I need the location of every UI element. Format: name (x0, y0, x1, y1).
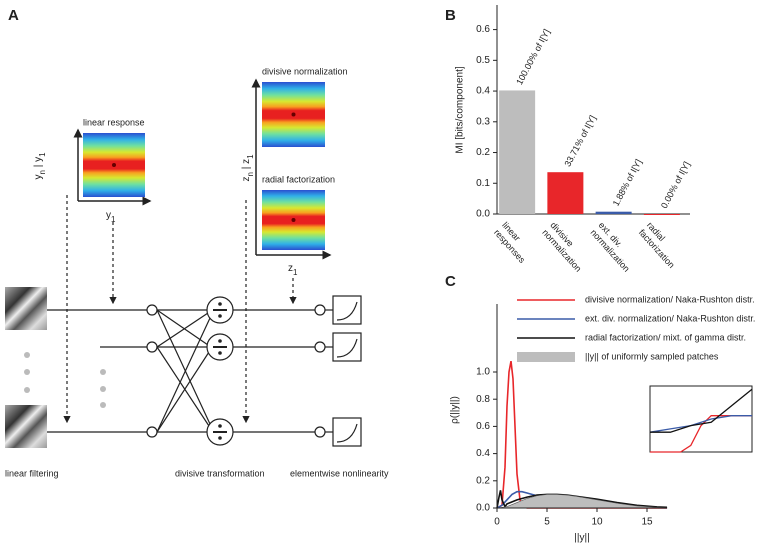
label-part: | y (33, 157, 44, 170)
x-tick-label: divisivenormalization (540, 220, 591, 274)
heatmap-axes (73, 78, 332, 260)
x-tick-label: 0 (494, 517, 500, 528)
heatmap-title: radial factorization (262, 174, 335, 184)
x-tick-label: 5 (544, 517, 550, 528)
x-tick-label: linearresponses (492, 220, 536, 265)
bar (499, 90, 536, 214)
x-tick-label: 15 (641, 517, 653, 528)
y-tick-label: 0.4 (476, 448, 490, 459)
heatmap-title: linear response (83, 117, 145, 127)
bar-annotation: 1.88% of I[Y] (611, 158, 644, 208)
x-tick-label: radialfactorization (636, 220, 684, 270)
dashed-arrows (63, 195, 297, 424)
y-tick-label: 0.1 (476, 178, 490, 189)
connections (47, 309, 315, 433)
x-tick-label: ext. div.normalization (588, 220, 639, 274)
label-part: 1 (246, 154, 255, 159)
nonlinearity-boxes (325, 295, 362, 447)
x-axis-label: ||y|| (574, 533, 589, 544)
filter-patch (5, 405, 47, 448)
y-tick-label: 0.2 (476, 475, 490, 486)
stage-label: elementwise nonlinearity (290, 468, 389, 478)
bar-annotation: 33.71% of I[Y] (562, 114, 597, 169)
line (496, 490, 668, 509)
y-tick-label: 0.6 (476, 421, 490, 432)
label-part: y (33, 175, 44, 180)
heatmap-peak (291, 218, 296, 222)
y-axis-label: ρ(||y||) (450, 396, 461, 424)
ellipsis-dots (24, 352, 106, 408)
y-tick-label: 1.0 (476, 367, 490, 378)
nodes (146, 296, 326, 446)
legend-label: ext. div. normalization/ Naka-Rushton di… (585, 313, 755, 323)
legend-label: ||y|| of uniformly sampled patches (585, 351, 719, 361)
panel-label: B (445, 7, 456, 24)
heatmap-peak (112, 163, 116, 167)
y-tick-label: 0.5 (476, 55, 490, 66)
label-part: z (241, 177, 252, 182)
legend-swatch (517, 352, 575, 362)
label-part: n (38, 170, 47, 174)
label-part: 1 (293, 268, 298, 277)
y-axis-label: MI [bits/component] (455, 66, 466, 153)
label-part: y (106, 210, 111, 221)
label-part: 1 (111, 215, 116, 224)
panel-label: C (445, 273, 456, 290)
label-part: | z (241, 159, 252, 172)
y-tick-label: 0.0 (476, 209, 490, 220)
y-tick-label: 0.4 (476, 86, 490, 97)
heatmap-title: divisive normalization (262, 66, 348, 76)
panel-label: A (8, 7, 19, 24)
y-tick-label: 0.3 (476, 116, 490, 127)
bar-annotation: 100.00% of I[Y] (514, 27, 552, 86)
y-tick-label: 0.6 (476, 24, 490, 35)
axis-label: zn | z1 (241, 154, 255, 182)
axis-label: yn | y1 (33, 152, 47, 180)
y-tick-label: 0.8 (476, 394, 490, 405)
bar (547, 172, 584, 214)
inset-line (649, 415, 752, 433)
label-part: z (288, 263, 293, 274)
y-tick-label: 0.2 (476, 147, 490, 158)
filter-patch (5, 287, 47, 330)
heatmap-peak (291, 112, 296, 117)
axis-label: y1 (106, 210, 116, 224)
inset-frame (649, 385, 753, 453)
label-part: n (246, 172, 255, 176)
inset-line (650, 415, 752, 453)
line (496, 360, 667, 509)
x-tick-label: 10 (591, 517, 603, 528)
stage-label: linear filtering (5, 468, 59, 478)
stage-label: divisive transformation (175, 468, 265, 478)
divide-symbols (213, 309, 227, 433)
label-part: 1 (38, 152, 47, 157)
legend-label: radial factorization/ mixt. of gamma dis… (585, 332, 746, 342)
axis-label: z1 (288, 263, 298, 277)
diagram (5, 78, 362, 448)
y-tick-label: 0.0 (476, 503, 490, 514)
bar (595, 211, 632, 214)
bar (643, 214, 680, 215)
bar-annotation: 0.00% of I[Y] (659, 160, 692, 210)
inset-line (650, 388, 753, 433)
legend-label: divisive normalization/ Naka-Rushton dis… (585, 294, 755, 304)
